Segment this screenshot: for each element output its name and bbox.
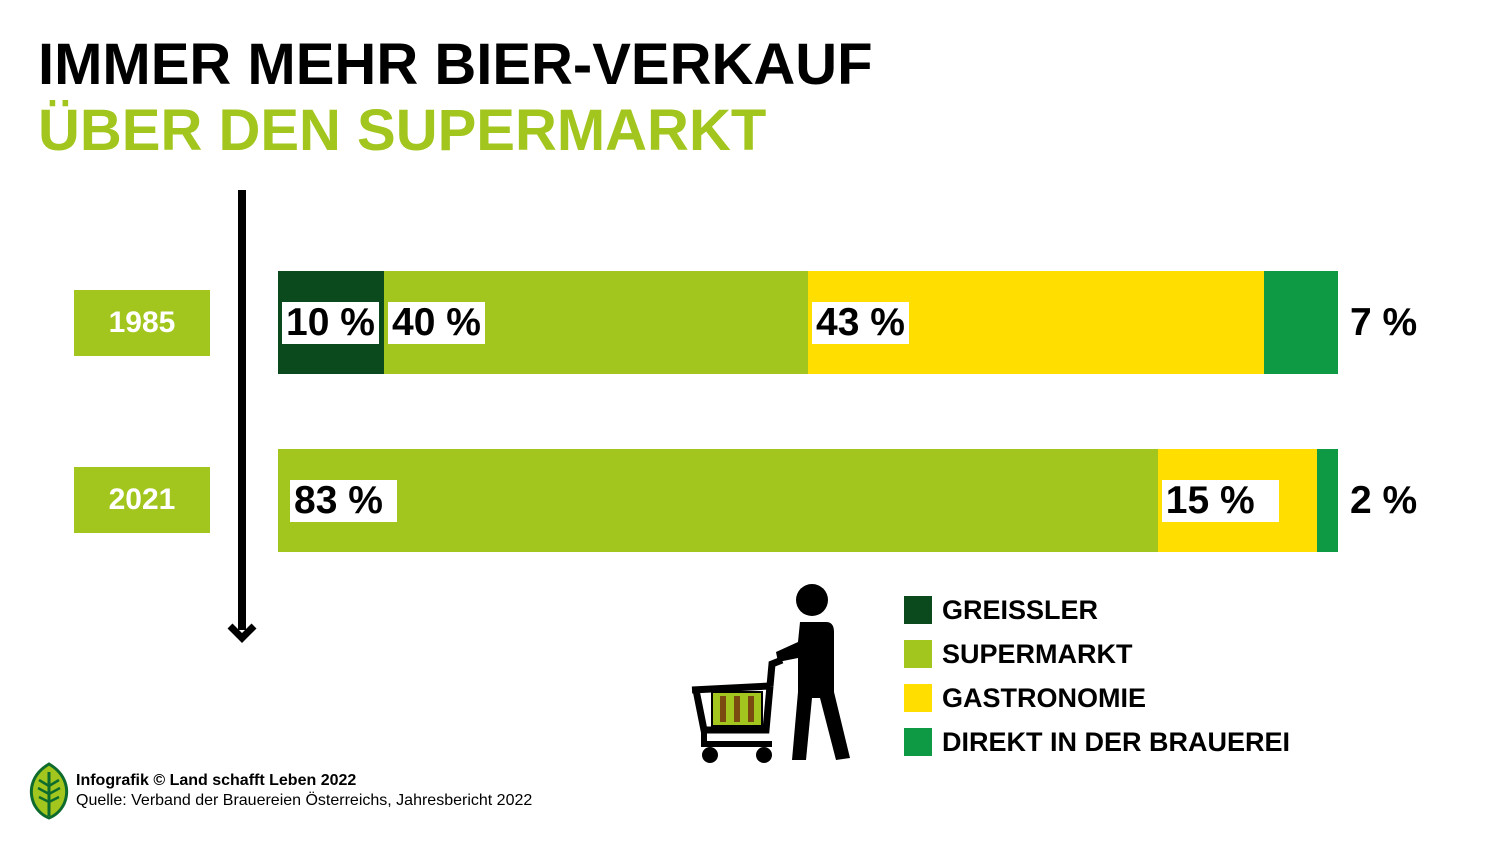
legend-swatch-brauerei bbox=[904, 728, 932, 756]
legend-item-gastronomie: GASTRONOMIE bbox=[904, 676, 1290, 720]
data-label-greissler-1985: 10 % bbox=[282, 302, 379, 344]
data-label-brauerei-1985: 7 % bbox=[1350, 301, 1418, 344]
chart-subtitle: ÜBER DEN SUPERMARKT bbox=[38, 98, 767, 163]
legend-item-brauerei: DIREKT IN DER BRAUEREI bbox=[904, 720, 1290, 764]
data-label-gastronomie-2021: 15 % bbox=[1161, 480, 1279, 522]
bar-segment-brauerei-1985 bbox=[1263, 271, 1338, 374]
legend-swatch-greissler bbox=[904, 596, 932, 624]
year-label-2021: 2021 bbox=[74, 467, 210, 533]
data-label-gastronomie-1985: 43 % bbox=[812, 302, 909, 344]
bar-segment-supermarkt-2021 bbox=[278, 449, 1158, 552]
chart-title: IMMER MEHR BIER-VERKAUF bbox=[38, 32, 873, 97]
legend-swatch-supermarkt bbox=[904, 640, 932, 668]
data-label-brauerei-2021: 2 % bbox=[1350, 479, 1418, 522]
leaf-logo-icon bbox=[29, 762, 69, 820]
shopping-cart-person-icon bbox=[691, 584, 850, 763]
legend-label-greissler: GREISSLER bbox=[942, 594, 1099, 625]
legend-item-greissler: GREISSLER bbox=[904, 588, 1290, 632]
source-text: Quelle: Verband der Brauereien Österreic… bbox=[76, 792, 533, 809]
timeline-arrow-line bbox=[238, 190, 246, 630]
legend-label-brauerei: DIREKT IN DER BRAUEREI bbox=[942, 726, 1291, 757]
data-label-supermarkt-2021: 83 % bbox=[290, 480, 397, 522]
legend-label-supermarkt: SUPERMARKT bbox=[942, 638, 1133, 669]
legend-swatch-gastronomie bbox=[904, 684, 932, 712]
legend-label-gastronomie: GASTRONOMIE bbox=[942, 682, 1147, 713]
bar-1985: 10 % 40 % 43 % bbox=[278, 271, 1338, 374]
chart-legend: GREISSLER SUPERMARKT GASTRONOMIE DIREKT … bbox=[904, 588, 1290, 764]
legend-item-supermarkt: SUPERMARKT bbox=[904, 632, 1290, 676]
arrow-down-icon bbox=[227, 623, 257, 643]
credit-text: Infografik © Land schafft Leben 2022 bbox=[76, 772, 357, 789]
bar-2021: 83 % 15 % bbox=[278, 449, 1338, 552]
bar-segment-brauerei-2021 bbox=[1316, 449, 1338, 552]
data-label-supermarkt-1985: 40 % bbox=[388, 302, 485, 344]
year-label-1985: 1985 bbox=[74, 290, 210, 356]
